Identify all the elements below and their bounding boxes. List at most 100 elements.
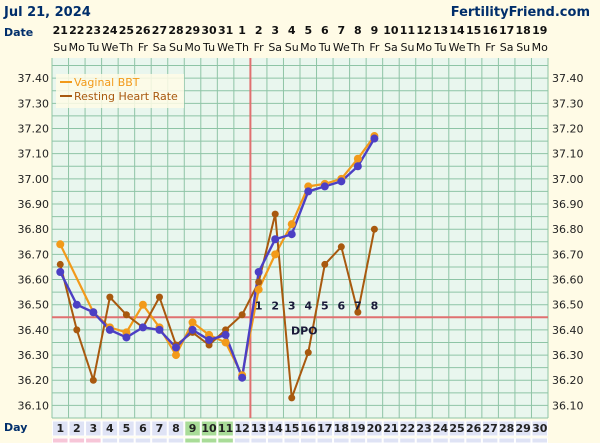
y-tick-label-left: 37.30 (18, 97, 50, 110)
weekday-label: Su (400, 41, 414, 54)
cycle-status-cell (184, 437, 201, 443)
data-point-bbt (271, 250, 280, 259)
y-tick-label-right: 37.20 (552, 122, 584, 135)
dpo-marker: 5 (321, 299, 329, 312)
y-tick-label-left: 36.70 (18, 248, 50, 261)
cycle-status-cell (415, 437, 433, 443)
cycle-day-label: 1 (56, 422, 64, 435)
data-point-bbt (353, 154, 362, 163)
weekday-label: Fr (254, 41, 265, 54)
legend-label-bbt: Vaginal BBT (74, 76, 140, 89)
cycle-day-label: 28 (499, 422, 514, 435)
cycle-status-cell (465, 437, 482, 443)
data-point-resting-hr (288, 394, 296, 402)
y-tick-label-left: 36.90 (18, 198, 50, 211)
data-point-resting-hr (89, 376, 97, 384)
data-point-resting-hr (73, 326, 81, 334)
data-point-resting-hr (122, 311, 130, 319)
data-point-adjusted-temp (188, 325, 197, 334)
cycle-day-label: 8 (172, 422, 180, 435)
legend-box (56, 74, 184, 108)
date-tick-label: 3 (271, 24, 279, 37)
grid (51, 58, 549, 419)
cycle-status-cell (200, 437, 218, 443)
cycle-status-cell (233, 437, 251, 443)
cycle-day-cell (200, 420, 218, 437)
y-tick-label-right: 36.90 (552, 198, 584, 211)
cycle-day-label: 2 (73, 422, 81, 435)
date-tick-label: 14 (449, 24, 465, 37)
dpo-marker: 1 (255, 299, 263, 312)
cycle-day-cell (465, 420, 482, 437)
cycle-status-cell (349, 437, 367, 443)
cycle-status-cell (481, 437, 499, 443)
cycle-day-cell (531, 420, 549, 437)
cycle-day-label: 15 (284, 422, 299, 435)
cycle-status-cell (333, 437, 350, 443)
cycle-status-cell (382, 437, 400, 443)
weekday-label: Su (53, 41, 67, 54)
date-tick-label: 31 (218, 24, 233, 37)
data-point-bbt (254, 285, 263, 294)
date-tick-label: 9 (371, 24, 379, 37)
y-tick-label-left: 36.60 (18, 274, 50, 287)
cycle-day-cell (217, 420, 234, 437)
date-tick-label: 16 (482, 24, 498, 37)
data-point-resting-hr (304, 349, 312, 357)
cycle-day-row: 1 2 3 4 5 6 7 8 9 10 11 12 13 14 15 16 17 18 19 20 21 22 23 24 2… (52, 420, 549, 443)
cycle-status-cell (316, 437, 334, 443)
cycle-day-cell (399, 420, 416, 437)
date-tick-label: 13 (433, 24, 448, 37)
cycle-day-cell (134, 420, 152, 437)
y-tick-label-left: 37.10 (18, 148, 50, 161)
cycle-day-cell (52, 420, 69, 437)
data-point-resting-hr (238, 311, 246, 319)
y-tick-label-left: 36.20 (18, 374, 50, 387)
cycle-status-cell (283, 437, 301, 443)
data-point-adjusted-temp (238, 373, 247, 382)
y-tick-label-left: 36.30 (18, 349, 50, 362)
cycle-day-label: 13 (251, 422, 266, 435)
data-point-resting-hr (370, 225, 378, 233)
data-point-adjusted-temp (337, 177, 346, 186)
data-point-resting-hr (255, 278, 263, 286)
date-tick-label: 19 (532, 24, 547, 37)
data-point-adjusted-temp (370, 134, 379, 143)
date-tick-label: 23 (86, 24, 101, 37)
date-tick-label: 2 (255, 24, 263, 37)
cycle-day-label: 12 (234, 422, 249, 435)
cycle-day-label: 19 (350, 422, 365, 435)
date-tick-label: 15 (466, 24, 481, 37)
weekday-label: Th (234, 41, 249, 54)
cycle-status-cell (250, 437, 267, 443)
cycle-day-cell (68, 420, 86, 437)
date-tick-label: 18 (516, 24, 531, 37)
date-tick-label: 30 (201, 24, 217, 37)
date-tick-label: 12 (416, 24, 431, 37)
weekday-label: Fr (138, 41, 149, 54)
cycle-day-cell (333, 420, 350, 437)
weekday-label: We (449, 41, 466, 54)
weekday-label: Mo (300, 41, 316, 54)
date-axis: 21 22 23 24 25 26 27 28 29 30 31 1 2 3 4 5 6 7 8 9 10 11 12 13 1… (53, 24, 548, 54)
data-point-resting-hr (155, 293, 163, 301)
weekday-label: Tu (318, 41, 331, 54)
data-point-adjusted-temp (172, 343, 180, 352)
cycle-day-label: 27 (482, 422, 497, 435)
cycle-day-label: 9 (189, 422, 197, 435)
y-tick-label-right: 36.60 (552, 274, 584, 287)
site-name[interactable]: FertilityFriend.com (451, 5, 590, 20)
dpo-markers: 1 2 3 4 5 6 7 8 DPO (255, 299, 378, 337)
dpo-marker: 2 (271, 299, 279, 312)
cycle-day-cell (266, 420, 284, 437)
cycle-status-cell (217, 437, 234, 443)
dpo-marker: 3 (288, 299, 296, 312)
cycle-status-cell (85, 437, 102, 443)
weekday-label: Su (285, 41, 299, 54)
date-tick-label: 7 (338, 24, 346, 37)
dpo-label: DPO (291, 324, 318, 337)
data-point-resting-hr (271, 210, 279, 218)
y-tick-label-left: 37.00 (18, 173, 50, 186)
cycle-day-cell (316, 420, 334, 437)
cycle-day-cell (514, 420, 532, 437)
